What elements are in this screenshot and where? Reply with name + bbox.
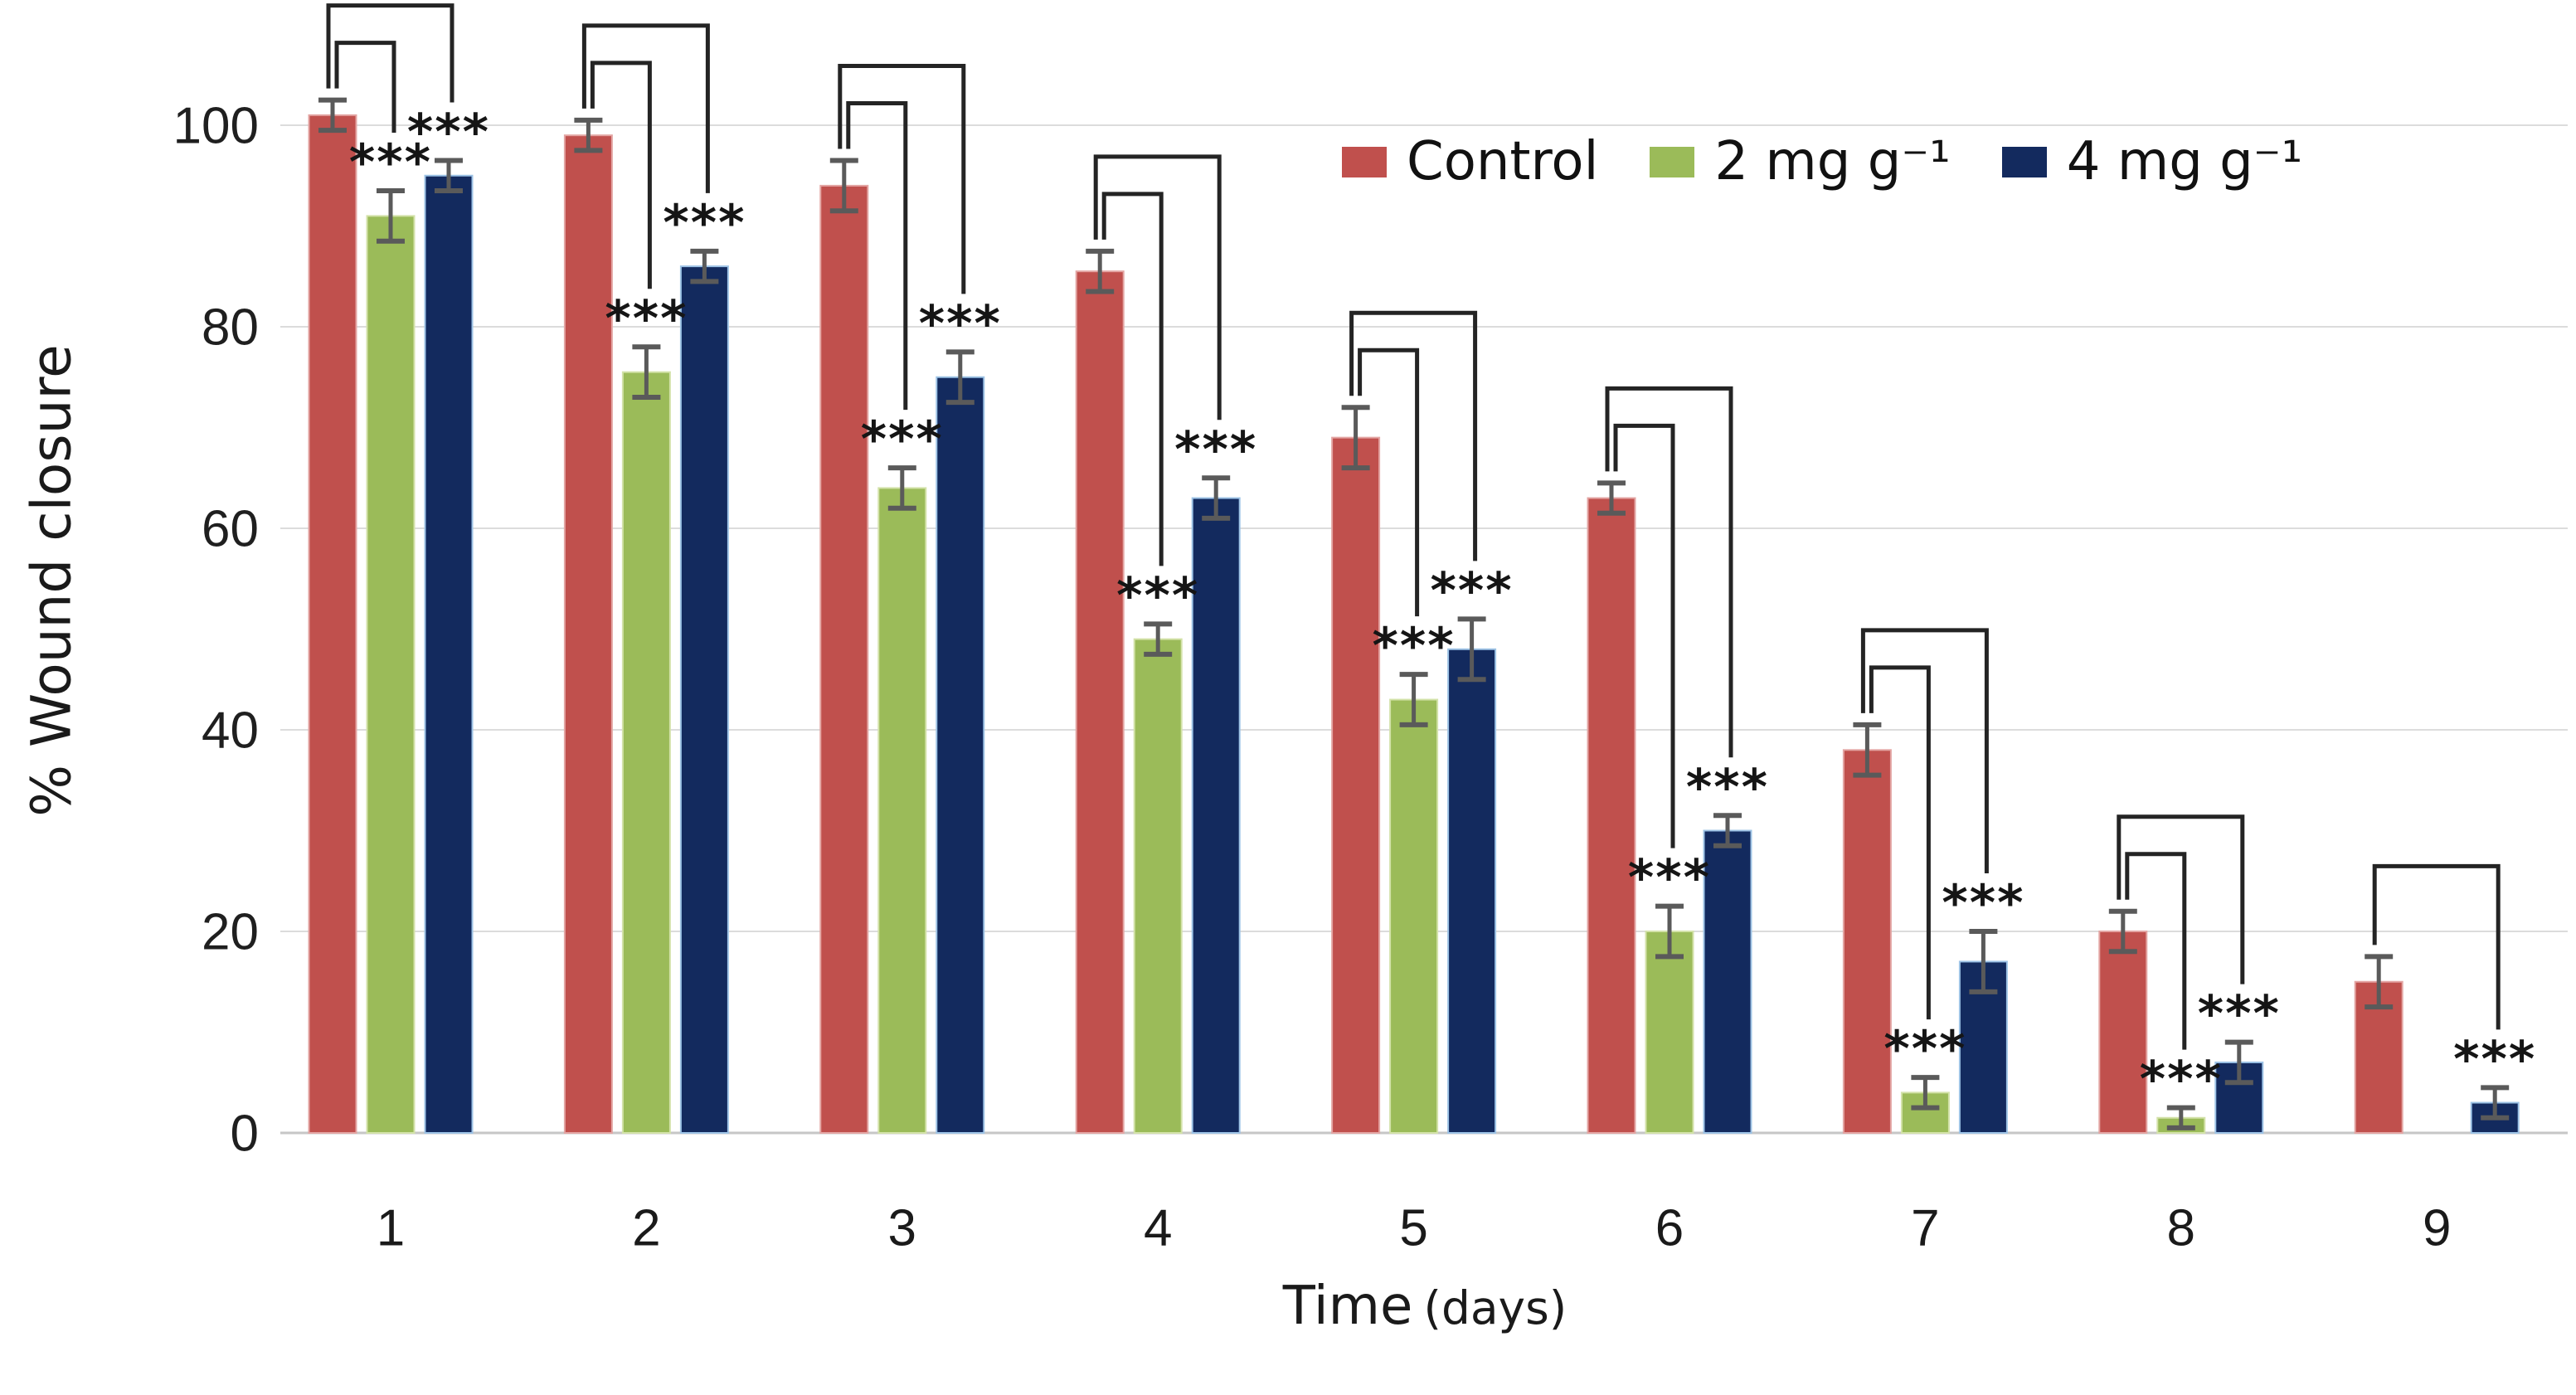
legend-swatch <box>1650 146 1695 177</box>
bar-control-day-6 <box>1587 497 1636 1134</box>
significance-bracket <box>590 61 652 289</box>
y-tick-label: 20 <box>202 904 259 961</box>
x-tick-label: 8 <box>2167 1200 2195 1257</box>
significance-bracket <box>2372 863 2501 1030</box>
legend-swatch <box>2001 146 2047 177</box>
significance-bracket <box>2125 852 2187 1050</box>
bar-control-day-8 <box>2098 931 2148 1134</box>
bar-2-mg-g⁻¹-day-2 <box>621 371 671 1134</box>
significance-stars: *** <box>2140 1051 2223 1109</box>
significance-stars: *** <box>1628 849 1711 907</box>
legend: Control 2 mg g⁻¹ 4 mg g⁻¹ <box>1342 131 2302 192</box>
significance-stars: *** <box>407 104 490 162</box>
significance-bracket <box>1101 192 1164 566</box>
significance-bracket <box>846 101 908 411</box>
legend-label: Control <box>1407 131 1599 192</box>
legend-swatch <box>1342 146 1387 177</box>
bar-control-day-2 <box>563 134 613 1134</box>
significance-stars: *** <box>1686 758 1769 816</box>
x-axis-title-main: Time <box>1282 1276 1413 1337</box>
significance-bracket <box>1358 348 1420 617</box>
significance-bracket <box>2117 814 2245 984</box>
bar-control-day-3 <box>819 184 869 1134</box>
bar-4-mg-g⁻¹-day-5 <box>1447 648 1497 1134</box>
significance-stars: *** <box>605 289 688 348</box>
legend-item-4-mg-g⁻¹: 4 mg g⁻¹ <box>2001 131 2303 192</box>
significance-bracket <box>326 3 454 103</box>
x-tick-label: 2 <box>632 1200 660 1257</box>
bar-control-day-5 <box>1331 436 1381 1134</box>
y-tick-label: 60 <box>202 501 259 558</box>
significance-bracket <box>1869 665 1931 1020</box>
x-tick-label: 7 <box>1911 1200 1939 1257</box>
bar-control-day-1 <box>308 114 357 1135</box>
significance-bracket <box>1605 386 1733 758</box>
y-tick-label: 80 <box>202 299 259 357</box>
bar-2-mg-g⁻¹-day-3 <box>877 487 927 1134</box>
x-tick-label: 4 <box>1144 1200 1172 1257</box>
significance-stars: *** <box>1116 566 1199 625</box>
y-tick-label: 100 <box>173 98 259 155</box>
significance-stars: *** <box>2453 1030 2536 1088</box>
significance-bracket <box>838 64 966 294</box>
x-tick-label: 1 <box>377 1200 405 1257</box>
significance-stars: *** <box>1883 1020 1966 1078</box>
significance-bracket <box>1613 423 1675 848</box>
bar-4-mg-g⁻¹-day-1 <box>424 174 474 1134</box>
significance-bracket <box>581 23 710 193</box>
bar-4-mg-g⁻¹-day-3 <box>936 376 985 1134</box>
significance-stars: *** <box>1373 617 1456 675</box>
significance-stars: *** <box>2198 985 2281 1043</box>
bar-2-mg-g⁻¹-day-1 <box>366 215 416 1135</box>
bar-2-mg-g⁻¹-day-6 <box>1645 931 1694 1134</box>
x-tick-label: 6 <box>1655 1200 1684 1257</box>
bar-4-mg-g⁻¹-day-6 <box>1703 829 1752 1134</box>
x-tick-label: 9 <box>2423 1200 2451 1257</box>
y-tick-label: 0 <box>231 1106 259 1163</box>
bar-control-day-4 <box>1075 270 1125 1134</box>
significance-stars: *** <box>919 294 1002 352</box>
bar-4-mg-g⁻¹-day-2 <box>679 265 729 1135</box>
y-tick-label: 40 <box>202 702 259 760</box>
x-tick-label: 5 <box>1399 1200 1427 1257</box>
significance-stars: *** <box>1942 874 2024 932</box>
significance-bracket <box>1860 628 1989 873</box>
legend-item-control: Control <box>1342 131 1598 192</box>
x-axis-title: Time (days) <box>282 1276 2568 1337</box>
bar-4-mg-g⁻¹-day-4 <box>1191 497 1241 1134</box>
legend-label: 4 mg g⁻¹ <box>2066 131 2303 192</box>
bar-2-mg-g⁻¹-day-4 <box>1133 638 1183 1134</box>
significance-bracket <box>1349 310 1478 561</box>
x-axis-title-unit: (days) <box>1423 1281 1567 1334</box>
legend-item-2-mg-g⁻¹: 2 mg g⁻¹ <box>1650 131 1951 192</box>
significance-stars: *** <box>861 411 944 469</box>
significance-stars: *** <box>1174 420 1257 479</box>
significance-stars: *** <box>349 134 432 192</box>
legend-label: 2 mg g⁻¹ <box>1714 131 1951 192</box>
bar-2-mg-g⁻¹-day-5 <box>1389 698 1439 1134</box>
significance-bracket <box>1093 154 1222 420</box>
significance-stars: *** <box>1431 561 1514 620</box>
x-tick-label: 3 <box>888 1200 916 1257</box>
significance-bracket <box>334 41 396 133</box>
significance-stars: *** <box>663 194 746 252</box>
